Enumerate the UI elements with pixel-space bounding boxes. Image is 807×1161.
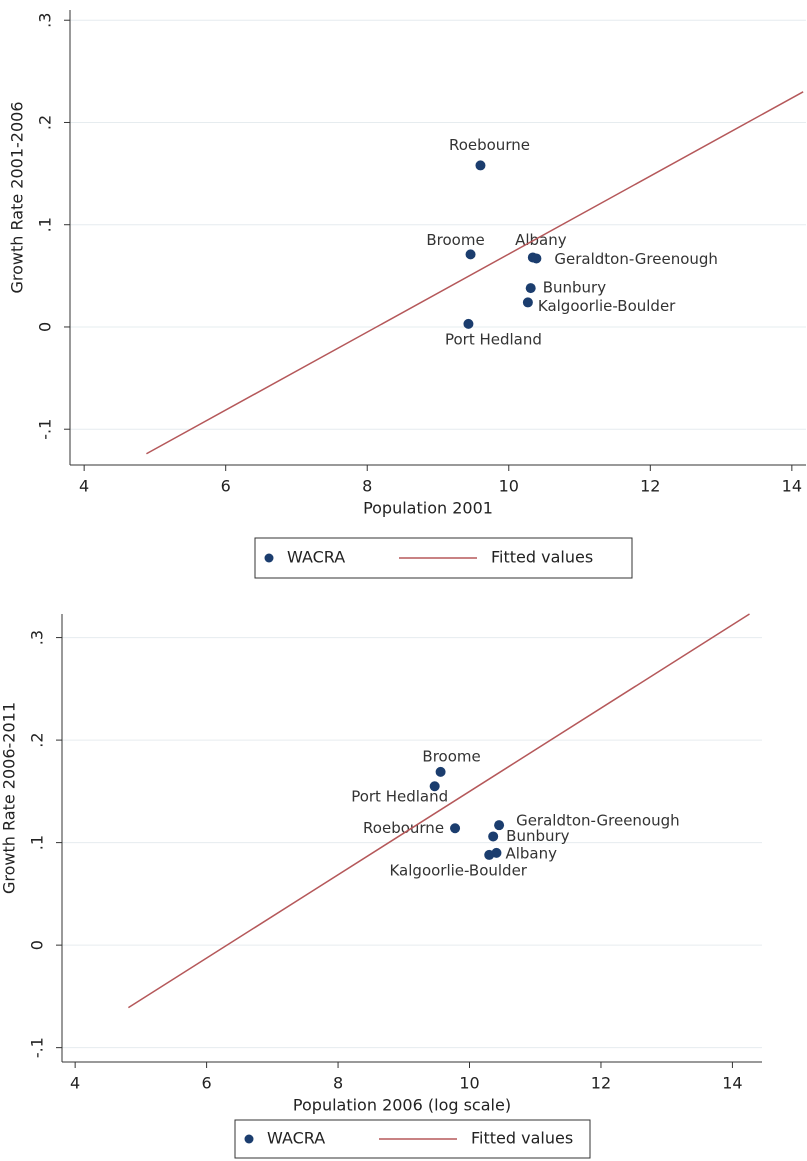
y-tick-label: 0: [28, 940, 47, 950]
point: [488, 831, 499, 842]
legend-label: WACRA: [287, 548, 345, 567]
y-tick-label: .2: [28, 732, 47, 747]
x-tick-label: 4: [70, 1074, 80, 1093]
chart: -.1 0 .1 .2 .3 4 6 8 10 12 14 Population 2001 Growth…: [8, 10, 806, 579]
point: [435, 766, 446, 777]
legend-swatch: [244, 1134, 254, 1144]
y-tick-label: -.1: [36, 419, 55, 440]
legend-swatch: [264, 553, 274, 563]
point-label: Broome: [422, 747, 480, 765]
point-label: Kalgoorlie-Boulder: [389, 861, 527, 879]
x-axis-title: Population 2001: [363, 499, 493, 518]
point: [494, 820, 505, 831]
x-tick-label: 6: [221, 477, 231, 496]
y-tick-label: -.1: [28, 1037, 47, 1058]
y-tick-label: .1: [28, 835, 47, 850]
legend-label: Fitted values: [491, 548, 593, 567]
legend-label: WACRA: [267, 1129, 325, 1148]
point-label: Port Hedland: [445, 330, 542, 348]
point-label: Bunbury: [506, 827, 569, 845]
y-tick-label: 0: [36, 322, 55, 332]
x-tick-label: 10: [499, 477, 519, 496]
y-axis-title: Growth Rate 2006-2011: [0, 702, 19, 894]
x-tick-label: 8: [362, 477, 372, 496]
fitted-line: [146, 91, 804, 455]
y-axis-title: Growth Rate 2001-2006: [8, 102, 27, 294]
y-tick-label: .1: [36, 217, 55, 232]
point: [484, 849, 495, 860]
point: [463, 318, 474, 329]
point: [450, 823, 461, 834]
x-axis-title: Population 2006 (log scale): [293, 1096, 511, 1115]
fitted-line: [127, 613, 750, 1009]
point: [429, 781, 440, 792]
y-tick-label: .3: [28, 630, 47, 645]
point-label: Kalgoorlie-Boulder: [538, 297, 676, 315]
point: [531, 253, 542, 264]
x-tick-label: 12: [591, 1074, 611, 1093]
x-tick-label: 6: [202, 1074, 212, 1093]
point: [522, 297, 533, 308]
x-tick-label: 14: [782, 477, 802, 496]
point-label: Albany: [515, 231, 567, 249]
y-tick-label: .2: [36, 115, 55, 130]
legend-label: Fitted values: [471, 1129, 573, 1148]
point-label: Albany: [505, 844, 557, 862]
point: [465, 249, 476, 260]
x-tick-label: 8: [333, 1074, 343, 1093]
x-tick-label: 10: [459, 1074, 479, 1093]
x-tick-label: 14: [722, 1074, 742, 1093]
y-tick-label: .3: [36, 13, 55, 28]
point-label: Port Hedland: [351, 788, 448, 806]
x-tick-label: 12: [640, 477, 660, 496]
point: [475, 160, 486, 171]
point-label: Roebourne: [449, 136, 530, 154]
point-label: Roebourne: [363, 819, 444, 837]
chart: -.1 0 .1 .2 .3 4 6 8 10 12 14 Population 2006 (log …: [0, 613, 762, 1159]
point: [525, 283, 536, 294]
x-tick-label: 4: [79, 477, 89, 496]
point-label: Broome: [426, 231, 484, 249]
point-label: Geraldton-Greenough: [516, 812, 680, 830]
point-label: Geraldton-Greenough: [554, 250, 718, 268]
point-label: Bunbury: [543, 279, 606, 297]
